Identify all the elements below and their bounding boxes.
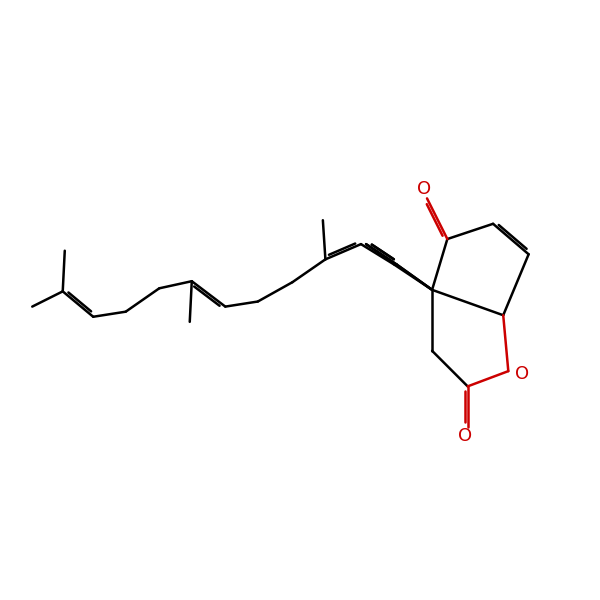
Text: O: O bbox=[515, 365, 530, 383]
Text: O: O bbox=[418, 180, 431, 198]
Text: O: O bbox=[458, 427, 472, 445]
